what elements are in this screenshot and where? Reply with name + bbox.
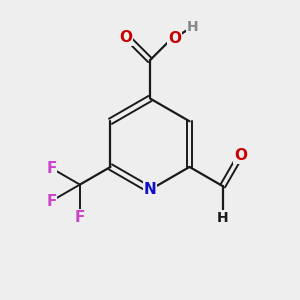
Text: H: H xyxy=(187,20,198,34)
Text: F: F xyxy=(46,160,56,175)
Text: O: O xyxy=(234,148,247,163)
Text: N: N xyxy=(144,182,156,197)
Text: F: F xyxy=(46,194,56,208)
Text: O: O xyxy=(119,30,132,45)
Text: F: F xyxy=(75,210,85,225)
Text: O: O xyxy=(168,31,181,46)
Text: H: H xyxy=(217,211,229,225)
